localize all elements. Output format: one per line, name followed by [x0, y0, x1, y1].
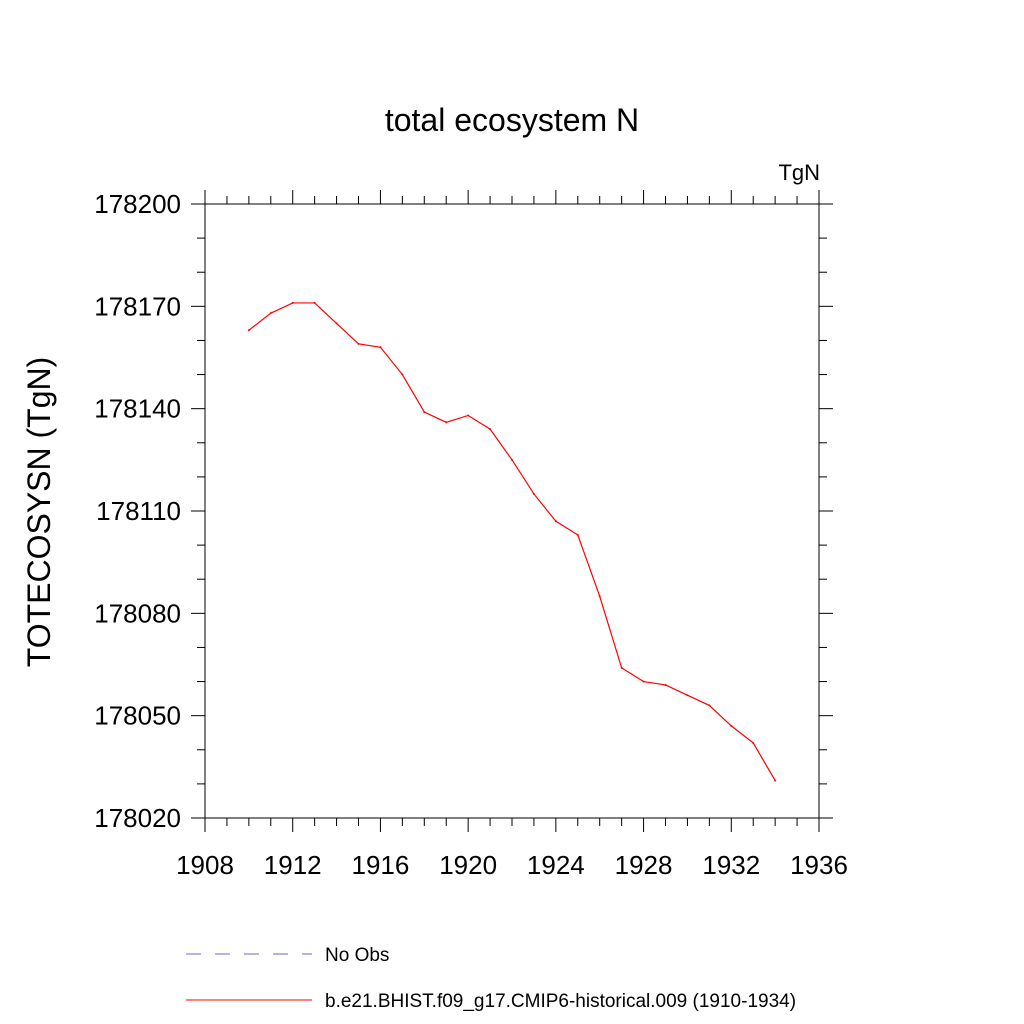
- y-tick-label: 178110: [96, 496, 181, 526]
- data-point: [708, 704, 711, 707]
- data-point: [511, 458, 513, 461]
- y-tick-label: 178080: [94, 598, 181, 628]
- legend-label: No Obs: [325, 945, 389, 966]
- data-point: [401, 373, 404, 376]
- data-point: [664, 683, 667, 686]
- data-point: [335, 322, 338, 325]
- data-point: [686, 694, 689, 697]
- axis-ticks: [191, 190, 833, 832]
- data-point: [445, 421, 448, 424]
- units-label: TgN: [778, 160, 820, 185]
- series-line: [248, 302, 776, 781]
- x-tick-label: 1928: [615, 850, 673, 880]
- data-point: [467, 414, 470, 417]
- x-tick-label: 1932: [702, 850, 760, 880]
- y-tick-label: 178140: [94, 394, 181, 424]
- y-tick-label: 178050: [94, 701, 181, 731]
- data-point: [489, 428, 492, 431]
- data-point: [576, 533, 579, 536]
- chart-title: total ecosystem N: [385, 102, 639, 138]
- plot-frame: [204, 203, 820, 819]
- data-point: [291, 301, 294, 304]
- legend-label: b.e21.BHIST.f09_g17.CMIP6-historical.009…: [325, 991, 796, 1012]
- data-point: [620, 666, 623, 669]
- y-tick-label: 178170: [94, 291, 181, 321]
- series-layer: [247, 301, 777, 782]
- x-tick-label: 1920: [439, 850, 497, 880]
- axis-tick-labels: 1908 1912 1916 1920 1924 1928 1932 1936 178020 17…: [94, 189, 848, 880]
- data-point: [730, 724, 733, 727]
- x-tick-label: 1916: [352, 850, 410, 880]
- y-axis-label: TOTECOSYSN (TgN): [21, 357, 57, 668]
- y-tick-label: 178020: [94, 803, 181, 833]
- data-point: [379, 346, 382, 349]
- x-tick-label: 1936: [790, 850, 848, 880]
- y-tick-label: 178200: [94, 189, 181, 219]
- data-point: [532, 492, 535, 495]
- data-point: [598, 595, 601, 598]
- data-point: [554, 520, 557, 523]
- data-point: [752, 741, 755, 744]
- data-point: [642, 680, 645, 683]
- data-point: [357, 342, 360, 345]
- x-tick-label: 1908: [176, 850, 234, 880]
- data-point: [313, 301, 316, 304]
- data-point: [269, 312, 272, 315]
- data-point: [247, 329, 250, 332]
- x-tick-label: 1924: [527, 850, 585, 880]
- x-tick-label: 1912: [264, 850, 322, 880]
- legend: No Obs b.e21.BHIST.f09_g17.CMIP6-historic…: [186, 945, 796, 1012]
- data-point: [423, 411, 426, 414]
- data-point: [774, 779, 777, 782]
